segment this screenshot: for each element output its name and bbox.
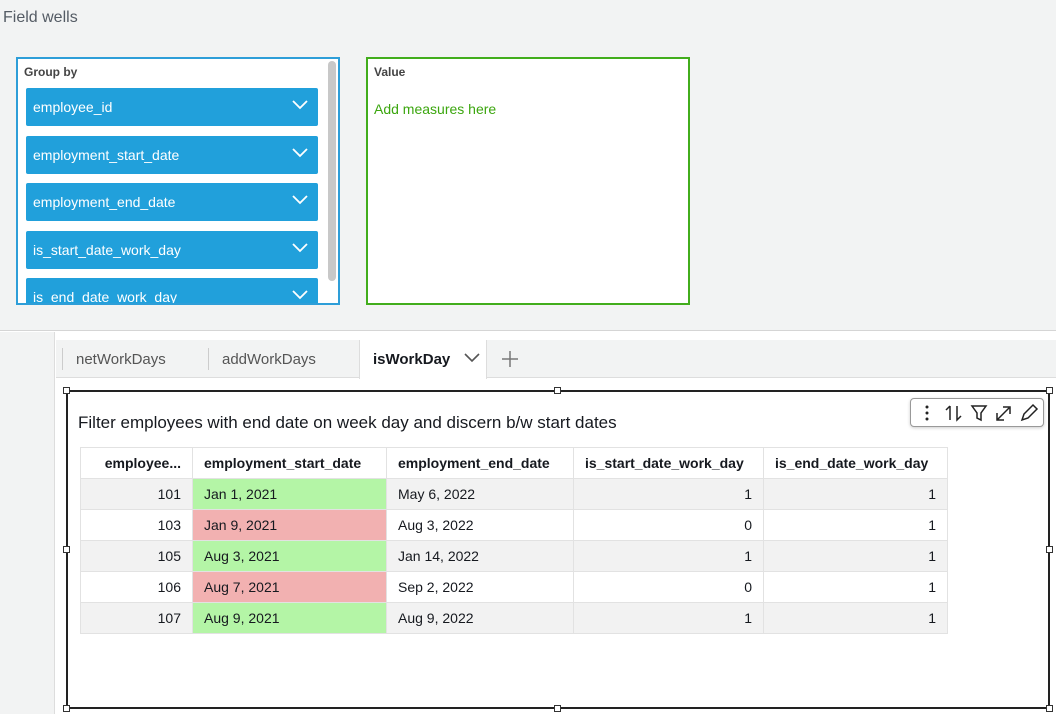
table-cell: 1: [764, 479, 948, 510]
toolbar-icons: [925, 403, 1039, 422]
resize-handle[interactable]: [63, 546, 70, 553]
table-cell: 1: [574, 603, 764, 634]
divider: [62, 348, 63, 370]
resize-handle[interactable]: [1046, 387, 1053, 394]
chevron: [292, 100, 308, 110]
field-name: is_start_date_work_day: [33, 241, 181, 258]
table-cell: 107: [81, 603, 193, 634]
table-cell: Jan 14, 2022: [387, 541, 574, 572]
resize-handle[interactable]: [63, 705, 70, 712]
group-by-well[interactable]: Group by employee_id employment_start_dat…: [16, 57, 340, 305]
resize-handle[interactable]: [63, 387, 70, 394]
field-name: employee_id: [33, 99, 113, 115]
table-cell: 1: [764, 572, 948, 603]
add-tab[interactable]: [501, 350, 519, 368]
field-name: is_end_date_work_day: [33, 289, 177, 305]
resize-handle[interactable]: [554, 705, 561, 712]
field-name: employment_end_date: [33, 194, 176, 210]
table-cell: 106: [81, 572, 193, 603]
table-cell: 103: [81, 510, 193, 541]
visual-toolbar: [910, 398, 1044, 427]
table-cell: Aug 3, 2022: [387, 510, 574, 541]
table-cell: Aug 9, 2022: [387, 603, 574, 634]
field-pill[interactable]: is_start_date_work_day: [26, 230, 318, 269]
chevron: [292, 195, 308, 205]
resize-handle[interactable]: [554, 387, 561, 394]
table-cell: 105: [81, 541, 193, 572]
left-gutter: [0, 332, 55, 714]
table-cell: Sep 2, 2022: [387, 572, 574, 603]
table-cell: Jan 1, 2021: [193, 479, 387, 510]
column-header[interactable]: employment_end_date: [387, 448, 574, 479]
table-cell: May 6, 2022: [387, 479, 574, 510]
active-tab[interactable]: isWorkDay: [359, 340, 487, 379]
field-name: employment_start_date: [33, 146, 180, 163]
column-header[interactable]: is_start_date_work_day: [574, 448, 764, 479]
table-cell: Aug 3, 2021: [193, 541, 387, 572]
tab-bar: netWorkDays addWorkDays isWorkDay: [56, 340, 1056, 379]
divider: [208, 348, 209, 370]
table-cell: Aug 7, 2021: [193, 572, 387, 603]
column-header[interactable]: employee...: [81, 448, 193, 479]
table-cell: 0: [574, 572, 764, 603]
field-pill[interactable]: employee_id: [26, 88, 318, 126]
table-cell: 1: [764, 603, 948, 634]
table-cell: 1: [764, 541, 948, 572]
column-header[interactable]: is_end_date_work_day: [764, 448, 948, 479]
table-cell: Aug 9, 2021: [193, 603, 387, 634]
table-cell: Jan 9, 2021: [193, 510, 387, 541]
chevron: [292, 290, 308, 300]
tab[interactable]: addWorkDays: [222, 351, 316, 368]
field-pill[interactable]: employment_start_date: [26, 135, 318, 174]
table-cell: 1: [574, 479, 764, 510]
resize-handle[interactable]: [1046, 705, 1053, 712]
table-cell: 101: [81, 479, 193, 510]
panel-title: Field wells: [3, 9, 78, 26]
column-header[interactable]: employment_start_date: [193, 448, 387, 479]
table: employee... employment_start_date employme…: [80, 447, 948, 634]
chevron: [464, 353, 480, 363]
scrollbar[interactable]: [328, 61, 336, 281]
chevron: [292, 147, 308, 157]
visual[interactable]: Filter employees with end date on week d…: [66, 390, 1050, 709]
well-label: Group by: [24, 65, 78, 79]
resize-handle[interactable]: [1046, 546, 1053, 553]
chevron: [292, 242, 308, 252]
table-cell: 1: [574, 541, 764, 572]
tab[interactable]: netWorkDays: [76, 351, 166, 368]
visual-title: Filter employees with end date on week d…: [78, 413, 617, 432]
table-cell: 1: [764, 510, 948, 541]
field-pill[interactable]: employment_end_date: [26, 183, 318, 221]
value-well[interactable]: Value Add measures here: [366, 57, 690, 305]
well-label: Value: [374, 65, 406, 79]
table-cell: 0: [574, 510, 764, 541]
placeholder: Add measures here: [374, 101, 497, 117]
field-pill[interactable]: is_end_date_work_day: [26, 278, 318, 305]
tab-label: isWorkDay: [373, 351, 451, 368]
field-wells-panel: Field wells Group by employee_id employme…: [0, 0, 1056, 331]
